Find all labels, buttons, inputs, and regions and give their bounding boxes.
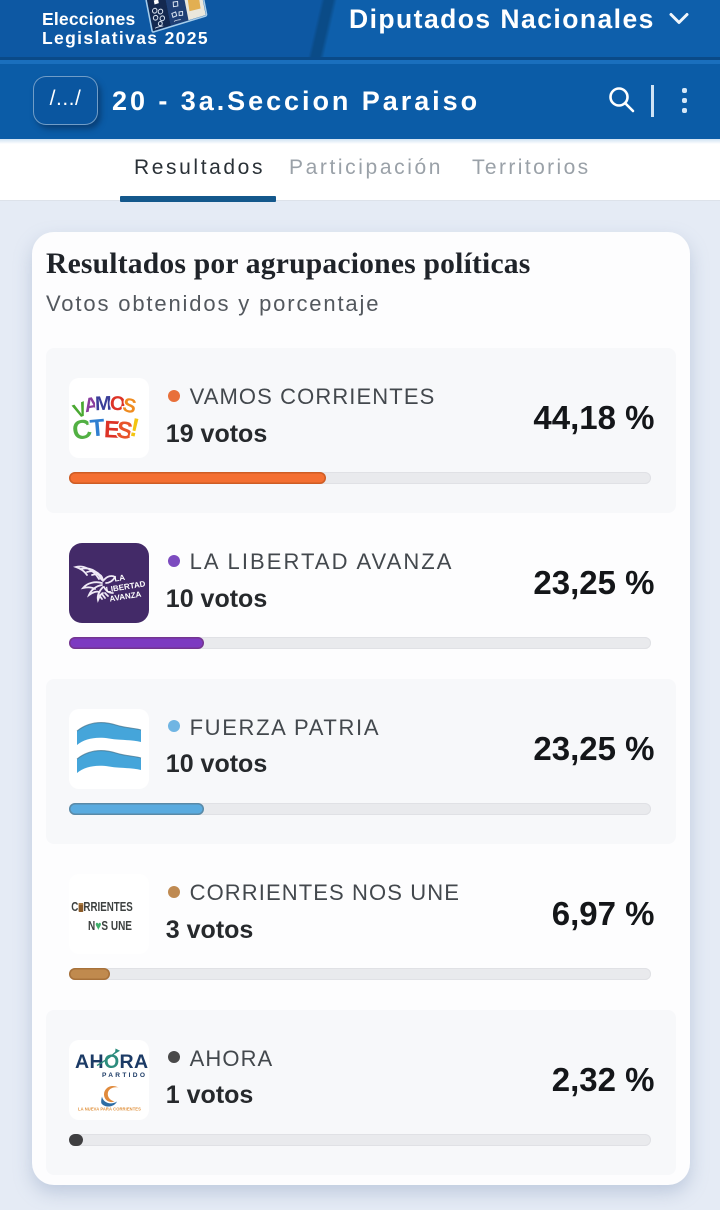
svg-text:S: S [115, 416, 135, 445]
svg-text:E: E [103, 416, 120, 444]
svg-text:T: T [89, 414, 106, 442]
svg-text:AHORA: AHORA [75, 1051, 149, 1073]
svg-text:A: A [82, 393, 100, 417]
svg-text:O: O [109, 393, 126, 416]
svg-text:M: M [95, 393, 112, 416]
svg-text:LA: LA [114, 573, 126, 584]
svg-text:S: S [121, 394, 139, 418]
svg-text:LA NUEVA PARA CORRIENTES: LA NUEVA PARA CORRIENTES [78, 1106, 141, 1111]
svg-text:PARTIDO: PARTIDO [102, 1072, 147, 1079]
